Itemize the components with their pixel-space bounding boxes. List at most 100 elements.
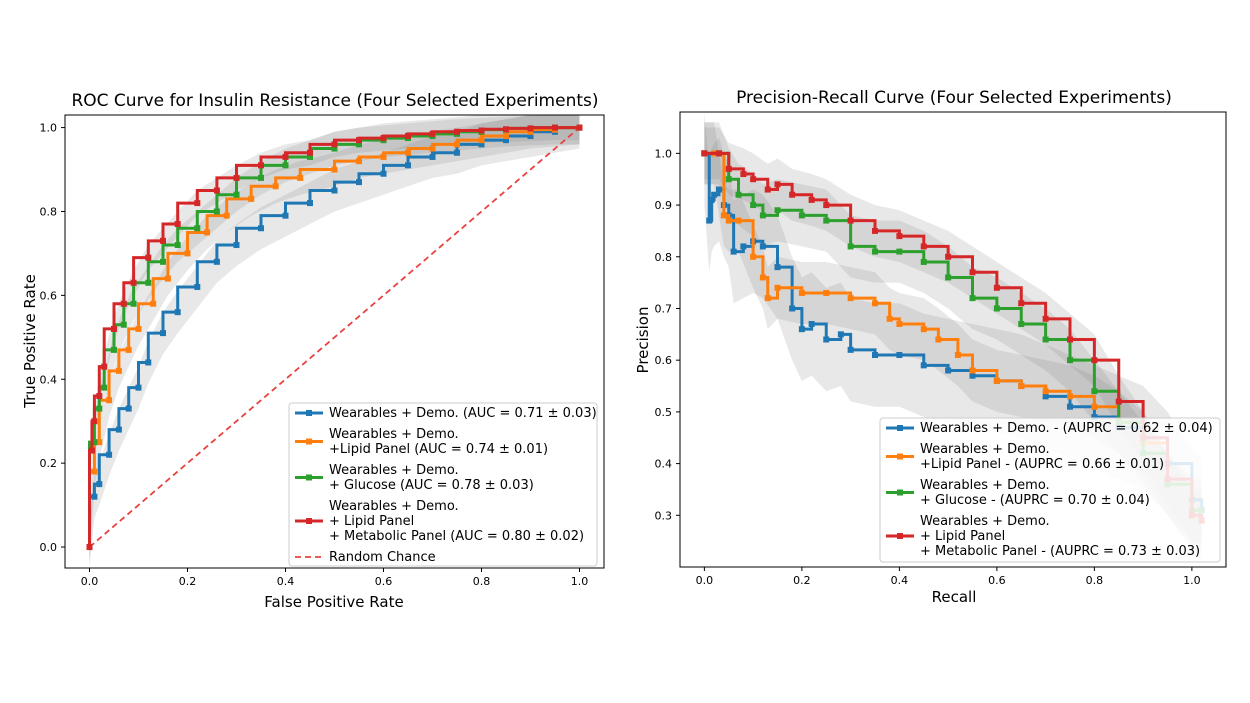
pr-series-0-point: [730, 248, 737, 255]
pr-ticks: 0.0 0.2 0.4 0.6 0.8 1.0 0.3 0.4 0.5 0.6 0.7 0.8 0.9 1…: [655, 147, 1201, 587]
pr-ytick-label: 0.3: [655, 509, 673, 522]
pr-xtick-label: 0.4: [891, 574, 909, 587]
pr-series-2-point: [750, 202, 757, 209]
pr-series-2-point: [1067, 357, 1073, 364]
roc-series-0-point: [429, 153, 436, 160]
pr-series-1-point: [759, 274, 766, 281]
pr-series-0-point: [1067, 403, 1073, 410]
roc-axes-frame: [64, 114, 605, 569]
roc-series-0-point: [213, 258, 220, 265]
roc-ytick-label: 0.6: [40, 289, 58, 302]
roc-series-2-point: [145, 279, 152, 286]
roc-series-2-point: [194, 225, 201, 232]
pr-series-0-point: [774, 264, 781, 271]
pr-series-1-point: [1018, 383, 1025, 390]
roc-series-3-point: [111, 325, 117, 332]
pr-chart: Precision-Recall Curve (Four Selected Ex…: [634, 88, 1227, 606]
roc-series-1-point: [150, 300, 157, 307]
pr-series-3-band: [704, 127, 1202, 547]
roc-legend-box: [288, 402, 598, 567]
roc-series-0-point: [356, 179, 362, 186]
pr-series-3-point: [725, 165, 732, 172]
roc-series-1-point: [106, 397, 113, 404]
roc-series-1-point: [429, 145, 436, 152]
pr-legend-label-3: + Lipid Panel: [920, 529, 1005, 544]
roc-chart: ROC Curve for Insulin Resistance (Four S…: [21, 91, 605, 611]
roc-ytick-label: 0.2: [40, 457, 58, 470]
roc-series-1-line: [88, 126, 580, 548]
roc-series-0-point: [91, 493, 98, 500]
pr-series-1-point: [750, 253, 757, 260]
pr-series-2-point: [1018, 320, 1025, 327]
roc-xtick-label: 1.0: [571, 575, 589, 588]
pr-ytick-label: 0.5: [655, 406, 673, 419]
pr-ytick-label: 0.6: [655, 354, 673, 367]
pr-series-2-band: [704, 122, 1202, 542]
pr-series-3-point: [1091, 357, 1098, 364]
pr-series-3-point: [872, 227, 878, 234]
roc-series-0-point: [145, 359, 152, 366]
roc-series-3-point: [233, 174, 240, 181]
roc-series-2-point: [331, 145, 338, 152]
pr-legend-label-0: Wearables + Demo. - (AUPRC = 0.62 ± 0.04…: [920, 421, 1213, 436]
pr-series-1-point: [1091, 403, 1098, 410]
pr-series-0-point: [808, 320, 815, 327]
pr-series-3-point: [1018, 300, 1025, 307]
pr-series-0-point: [1042, 393, 1049, 400]
roc-series-0-point: [125, 405, 132, 412]
pr-series-2-point: [1091, 388, 1098, 395]
pr-series-0-point: [872, 352, 878, 359]
pr-xtick-label: 0.2: [793, 574, 811, 587]
pr-title: Precision-Recall Curve (Four Selected Ex…: [736, 88, 1172, 108]
roc-series-1-point: [478, 137, 485, 144]
roc-series-2-point: [101, 384, 108, 391]
roc-series-2-point: [282, 162, 289, 169]
pr-series-3-point: [1115, 398, 1122, 405]
pr-series-1-point: [823, 289, 830, 296]
roc-series-0-band: [89, 115, 580, 568]
pr-legend-marker-2: [897, 489, 903, 496]
roc-xtick-label: 0.8: [473, 575, 491, 588]
roc-series-0-point: [331, 187, 338, 194]
pr-series-2-line: [704, 151, 1202, 512]
roc-series-3-point: [576, 124, 583, 131]
pr-series-1-point: [954, 352, 961, 359]
pr-series-2-point: [872, 248, 878, 255]
roc-series-0-point: [174, 309, 181, 316]
roc-series-0-point: [282, 212, 289, 219]
roc-series-3-point: [258, 162, 264, 169]
roc-legend-label-1: Wearables + Demo.: [329, 427, 459, 442]
pr-legend-marker-0: [897, 425, 903, 431]
roc-series-0-point: [135, 384, 142, 391]
roc-xtick-label: 0.6: [375, 575, 393, 588]
roc-legend-marker-0: [306, 410, 312, 416]
pr-legend-label-1: +Lipid Panel - (AUPRC = 0.66 ± 0.01): [920, 457, 1164, 472]
pr-series-3-point: [701, 150, 708, 157]
roc-legend-label-2: + Glucose (AUC = 0.78 ± 0.03): [329, 478, 534, 493]
pr-series-0-point: [708, 196, 715, 203]
roc-series-1-point: [91, 468, 98, 475]
roc-series-1-point: [297, 174, 304, 181]
pr-series-0-point: [945, 367, 952, 374]
roc-series-1-point: [184, 250, 191, 257]
roc-series-0-point: [194, 283, 201, 290]
roc-title: ROC Curve for Insulin Resistance (Four S…: [71, 91, 598, 111]
pr-xtick-label: 0.0: [696, 574, 714, 587]
roc-plot-area: [86, 115, 583, 568]
pr-series-3-point: [920, 243, 927, 250]
pr-series-0-point: [896, 352, 903, 359]
pr-series-1-point: [993, 377, 1000, 384]
roc-series-2-point: [120, 321, 127, 328]
roc-series-0-point: [160, 330, 166, 337]
pr-series-1-point: [886, 315, 893, 322]
roc-series-2-point: [174, 242, 181, 249]
pr-series-3-point: [847, 217, 854, 224]
roc-series-0-point: [380, 170, 387, 177]
roc-series-1-point: [331, 166, 338, 173]
pr-ytick-label: 0.8: [655, 251, 673, 264]
roc-series-3-point: [307, 149, 313, 156]
pr-series-1-point: [735, 217, 742, 224]
roc-ytick-label: 0.0: [40, 541, 58, 554]
roc-series-3-point: [96, 393, 103, 400]
